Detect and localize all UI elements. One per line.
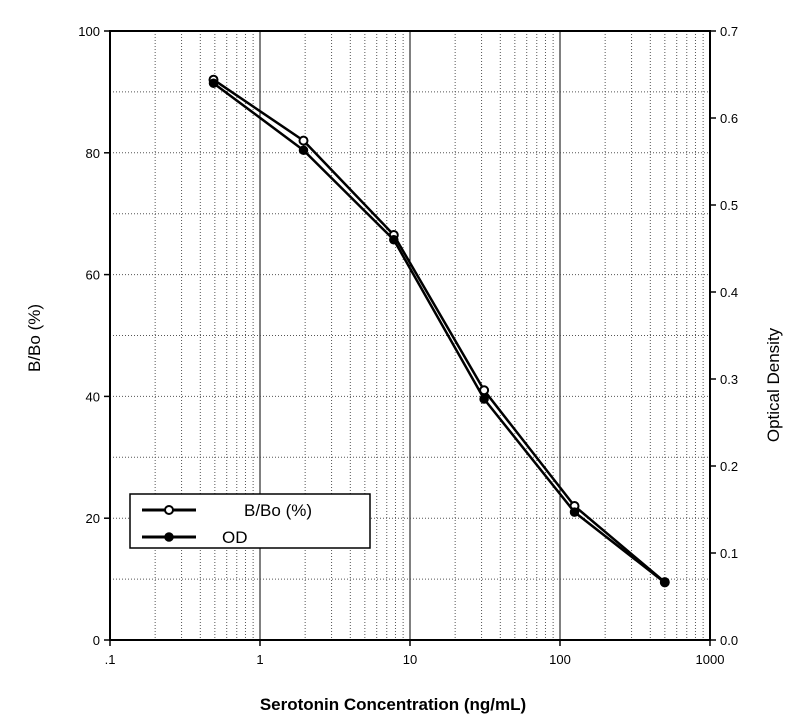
legend: B/Bo (%) OD [129,493,371,549]
y-tick-label: 0 [93,633,100,648]
legend-marker-bbo [164,505,174,515]
series-line-od [212,82,666,584]
y-tick-label: 20 [86,511,100,526]
y2-tick-label: 0.7 [720,24,738,39]
y2-tick-label: 0.5 [720,198,738,213]
x-axis-title: Serotonin Concentration (ng/mL) [260,695,526,714]
y-axis-title: B/Bo (%) [25,304,44,372]
data-point-bbo [298,135,309,146]
data-point-od [660,577,670,588]
legend-label-od: OD [222,528,248,547]
y2-axis-title: Optical Density [764,327,783,442]
y2-tick-label: 0.0 [720,633,738,648]
series-lines [208,74,670,588]
legend-marker-od [164,532,174,542]
y2-tick-label: 0.3 [720,372,738,387]
x-tick-label: 1 [256,652,263,667]
y2-tick-label: 0.4 [720,285,738,300]
data-point-od [479,394,489,404]
axis-ticks [104,30,716,646]
y-tick-label: 40 [86,389,100,404]
y2-tick-label: 0.2 [720,459,738,474]
data-point-od [569,507,580,517]
legend-label-bbo: B/Bo (%) [244,501,312,520]
x-tick-label: 10 [403,652,417,667]
y2-tick-label: 0.6 [720,111,738,126]
data-point-od [298,145,309,155]
series-line-bbo [212,78,666,584]
y2-tick-label: 0.1 [720,546,738,561]
y-tick-label: 100 [78,24,100,39]
data-point-od [208,78,219,88]
x-tick-label: 100 [549,652,571,667]
x-tick-label: .1 [105,652,116,667]
y-tick-label: 60 [86,268,100,283]
x-tick-label: 1000 [696,652,725,667]
y-tick-label: 80 [86,146,100,161]
tick-labels: .1 1 10 100 1000 0 20 40 60 80 100 0.0 0.1 0.2 0.3 0.4 0… [78,24,738,667]
data-point-od [389,235,399,245]
